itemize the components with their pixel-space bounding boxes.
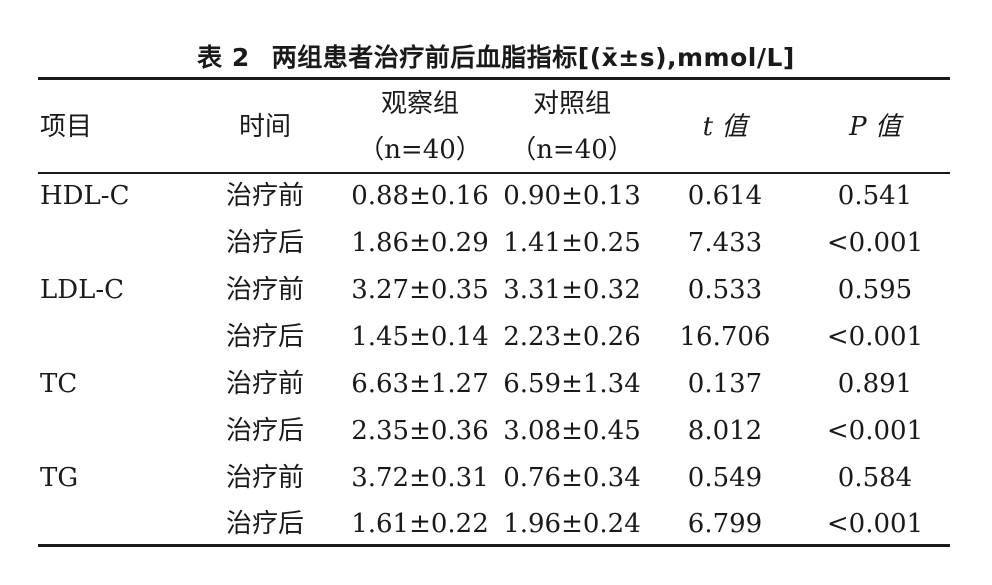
row-t-value: 0.137 xyxy=(687,369,763,399)
top-rule xyxy=(38,77,950,80)
row-time: 治疗前 xyxy=(225,369,304,399)
row-control-value: 3.31±0.32 xyxy=(503,275,641,305)
header-p-value: P 值 xyxy=(849,112,901,142)
row-t-value: 6.799 xyxy=(687,509,763,539)
row-time: 治疗后 xyxy=(225,228,304,258)
table-number: 表 2 xyxy=(197,43,250,72)
header-item: 项目 xyxy=(40,112,93,142)
row-control-value: 1.96±0.24 xyxy=(503,509,641,539)
table-title: 表 2 两组患者治疗前后血脂指标[(x̄±s),mmol/L] xyxy=(0,38,992,78)
row-observation-value: 6.63±1.27 xyxy=(351,369,489,399)
row-t-value: 16.706 xyxy=(679,322,771,352)
row-p-value: 0.891 xyxy=(837,369,913,399)
row-observation-value: 3.27±0.35 xyxy=(351,275,489,305)
row-t-value: 0.614 xyxy=(687,181,763,211)
row-t-value: 8.012 xyxy=(687,416,763,446)
row-control-value: 6.59±1.34 xyxy=(503,369,641,399)
row-time: 治疗前 xyxy=(225,463,304,493)
row-observation-value: 0.88±0.16 xyxy=(351,181,489,211)
row-observation-value: 1.86±0.29 xyxy=(351,228,489,258)
row-time: 治疗后 xyxy=(225,322,304,352)
row-observation-value: 1.45±0.14 xyxy=(351,322,489,352)
header-observation-group: 观察组 xyxy=(380,89,459,119)
table-caption: 两组患者治疗前后血脂指标[(x̄±s),mmol/L] xyxy=(271,43,795,72)
row-observation-value: 2.35±0.36 xyxy=(351,416,489,446)
row-item: HDL-C xyxy=(40,181,130,211)
row-control-value: 3.08±0.45 xyxy=(503,416,641,446)
row-p-value: 0.541 xyxy=(837,181,913,211)
row-p-value: <0.001 xyxy=(826,322,924,352)
row-p-value: <0.001 xyxy=(826,416,924,446)
row-time: 治疗后 xyxy=(225,509,304,539)
row-t-value: 7.433 xyxy=(687,228,763,258)
row-p-value: <0.001 xyxy=(826,509,924,539)
row-observation-value: 3.72±0.31 xyxy=(351,463,489,493)
row-item: TG xyxy=(40,463,79,493)
header-observation-n: （n=40） xyxy=(358,135,482,165)
row-time: 治疗前 xyxy=(225,181,304,211)
row-t-value: 0.533 xyxy=(687,275,763,305)
row-observation-value: 1.61±0.22 xyxy=(351,509,489,539)
row-time: 治疗前 xyxy=(225,275,304,305)
row-control-value: 0.76±0.34 xyxy=(503,463,641,493)
header-time: 时间 xyxy=(238,112,291,142)
bottom-rule xyxy=(38,544,950,547)
header-control-group: 对照组 xyxy=(532,89,611,119)
row-p-value: 0.595 xyxy=(837,275,913,305)
header-rule xyxy=(38,172,950,174)
row-control-value: 2.23±0.26 xyxy=(503,322,641,352)
row-control-value: 1.41±0.25 xyxy=(503,228,641,258)
row-p-value: 0.584 xyxy=(837,463,913,493)
row-p-value: <0.001 xyxy=(826,228,924,258)
row-t-value: 0.549 xyxy=(687,463,763,493)
header-t-value: t 值 xyxy=(702,112,748,142)
row-item: LDL-C xyxy=(40,275,125,305)
row-control-value: 0.90±0.13 xyxy=(503,181,641,211)
row-item: TC xyxy=(40,369,78,399)
row-time: 治疗后 xyxy=(225,416,304,446)
header-control-n: （n=40） xyxy=(510,135,634,165)
